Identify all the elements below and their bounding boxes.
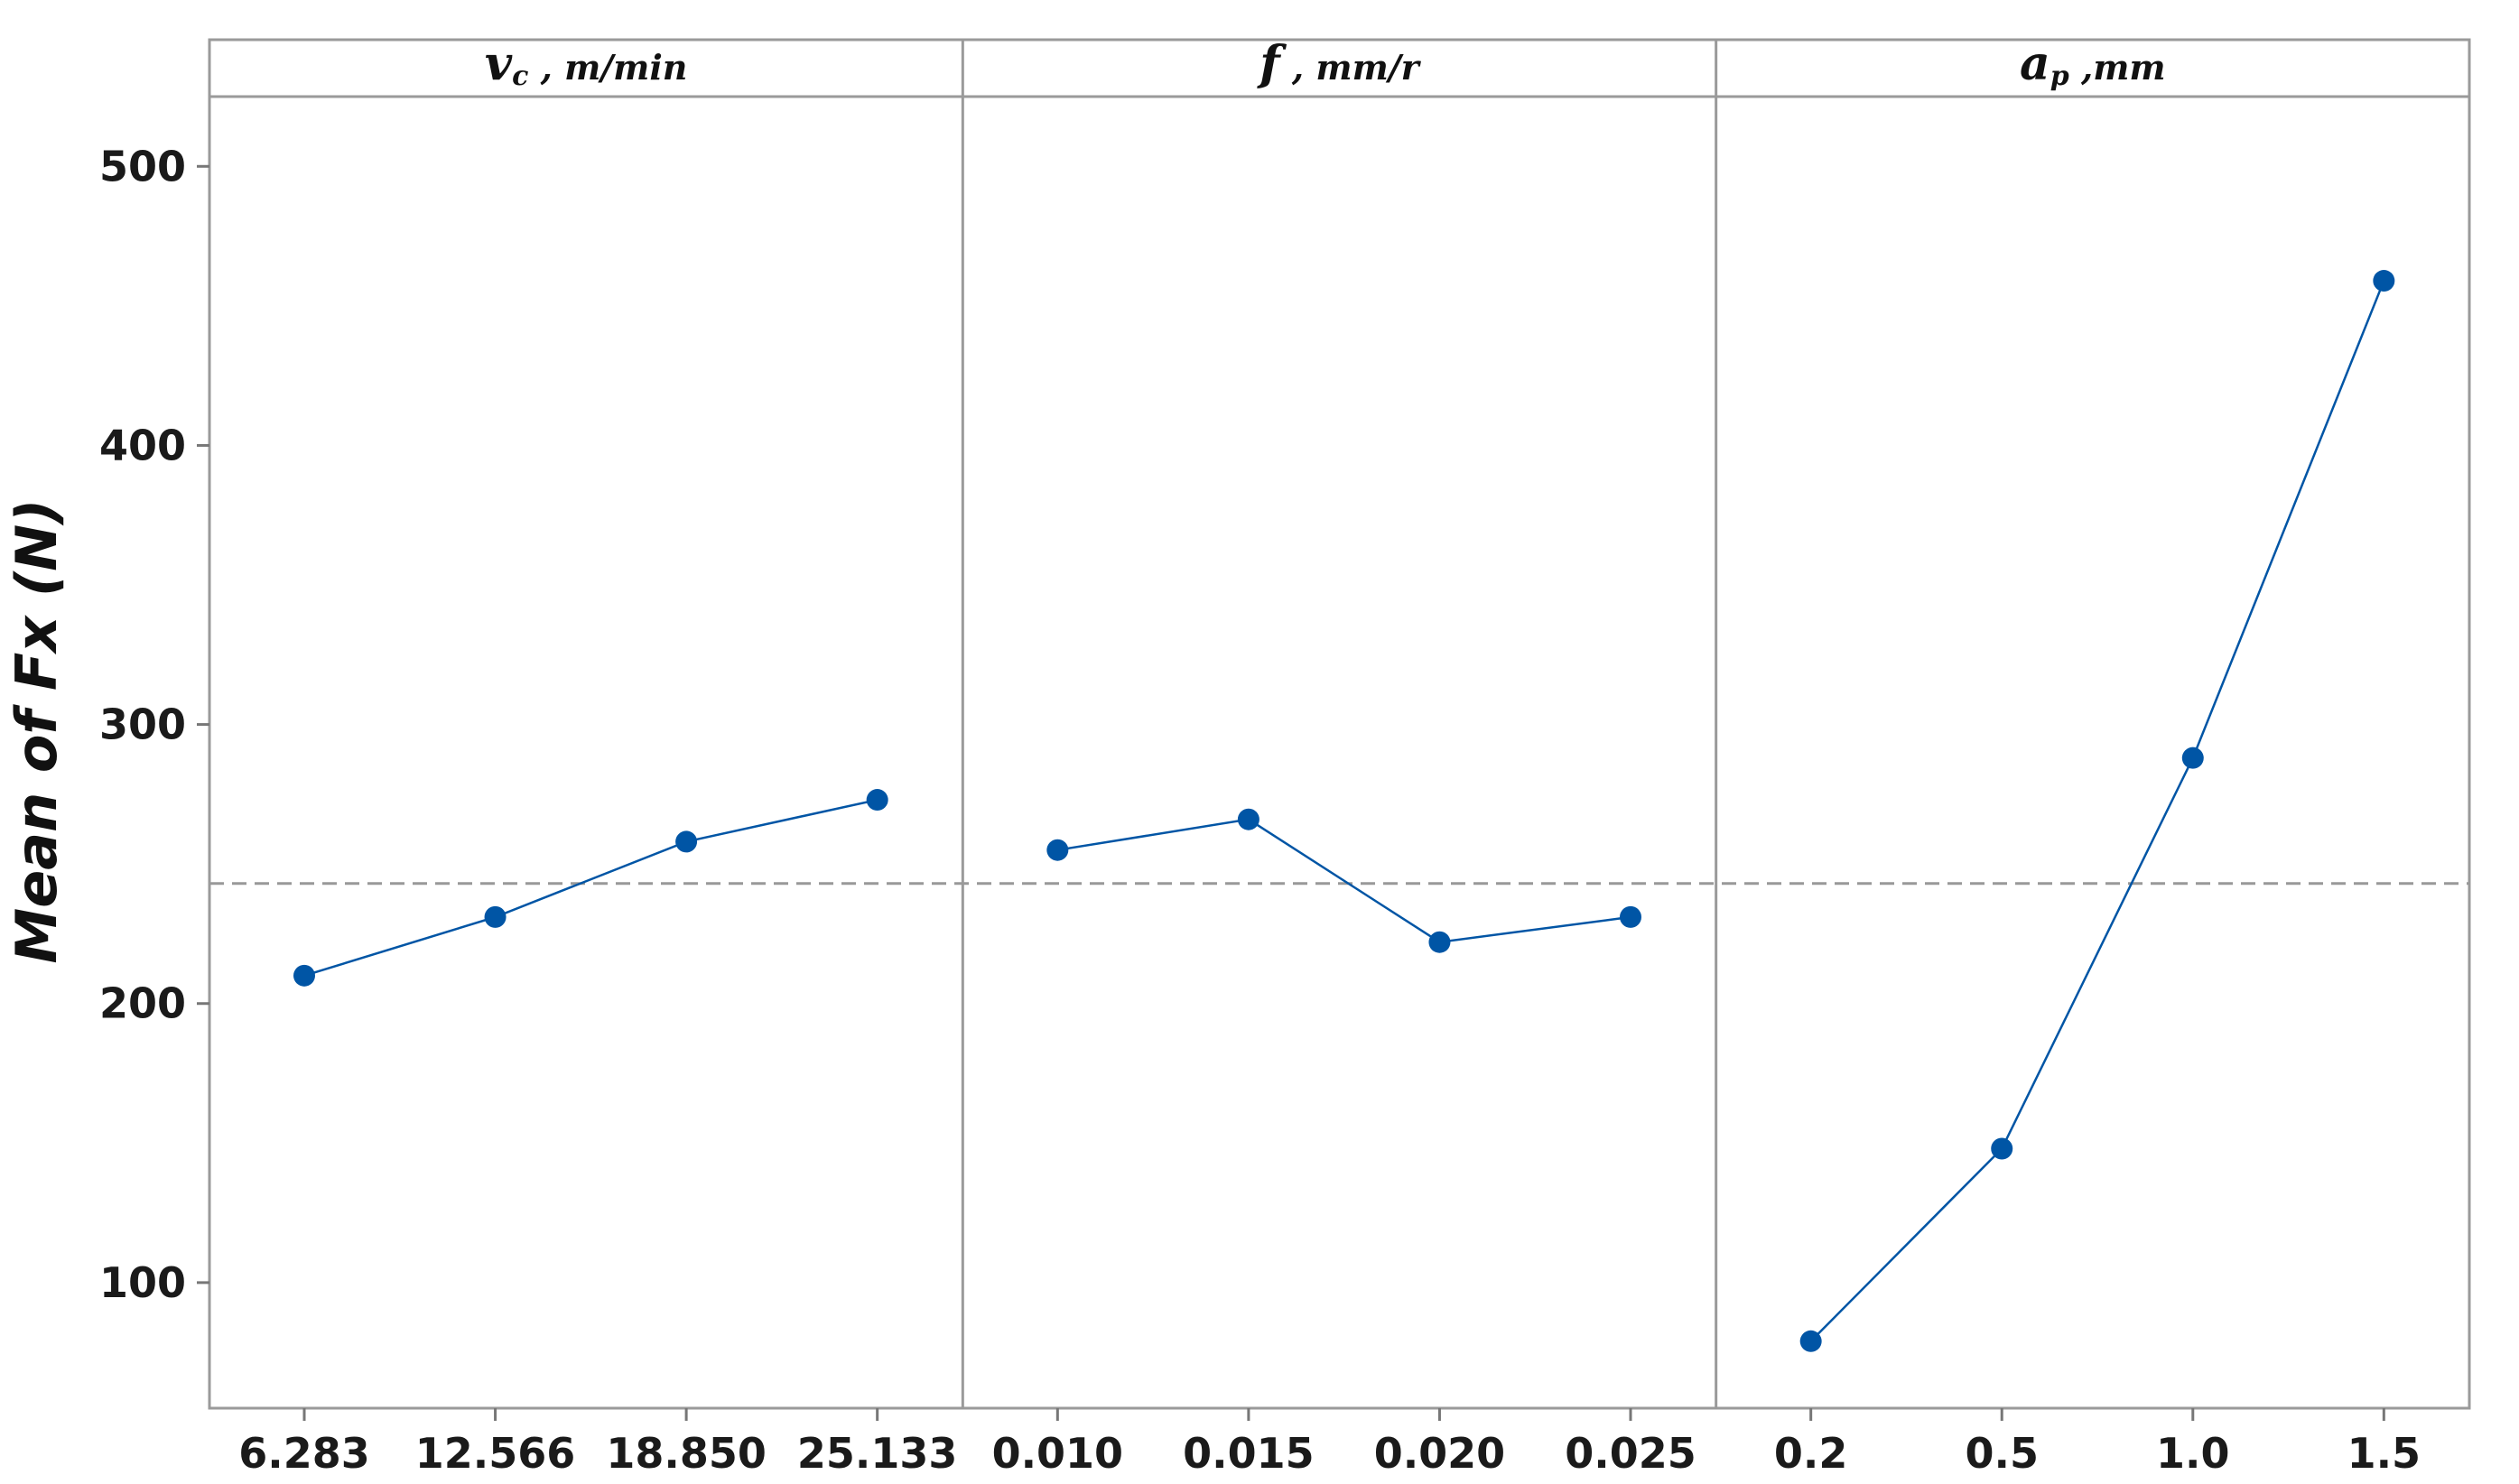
panel-title-units: ,mm	[2069, 47, 2166, 88]
x-tick-label: 0.025	[1565, 1429, 1696, 1478]
data-point	[1799, 1330, 1822, 1352]
data-point	[675, 830, 698, 853]
y-tick-label: 300	[99, 700, 186, 749]
series-line	[303, 798, 878, 978]
panel-title-subscript: p	[2050, 60, 2069, 92]
panel-title: ap ,mm	[2020, 36, 2166, 92]
x-tick-label: 25.133	[797, 1429, 958, 1478]
x-tick-label: 0.015	[1183, 1429, 1315, 1478]
panel-title-main: v	[485, 36, 513, 91]
data-point	[484, 905, 507, 928]
y-tick-label: 500	[99, 142, 186, 190]
panel-title-subscript: c	[512, 60, 528, 92]
y-tick-label: 200	[99, 979, 186, 1028]
data-point	[1428, 931, 1451, 953]
y-tick-label: 100	[99, 1258, 186, 1307]
x-tick-label: 18.850	[606, 1429, 767, 1478]
data-point	[1620, 905, 1642, 928]
data-point	[866, 789, 888, 812]
x-tick-label: 1.0	[2156, 1429, 2230, 1478]
data-point	[2373, 270, 2395, 292]
x-tick-label: 0.020	[1374, 1429, 1506, 1478]
plot-frame	[208, 38, 2471, 1410]
data-point	[1991, 1137, 2013, 1160]
x-tick-label: 12.566	[415, 1429, 576, 1478]
data-point	[293, 964, 315, 987]
data-point	[1046, 839, 1069, 861]
x-tick-label: 0.2	[1774, 1429, 1848, 1478]
x-tick-label: 0.5	[1965, 1429, 2039, 1478]
data-point	[1237, 808, 1260, 830]
y-axis-title: Mean of Fx (N)	[4, 499, 70, 964]
x-tick-label: 6.283	[238, 1429, 370, 1478]
series-line	[1809, 280, 2385, 1342]
series-line	[1057, 818, 1631, 944]
plot-area: 100 200 300 400 500 vc , m/min 6.283 12.566 18.8…	[99, 36, 2471, 1478]
x-tick-label: 0.010	[992, 1429, 1124, 1478]
data-point	[2181, 747, 2204, 769]
panel-title-units: , m/min	[528, 47, 687, 88]
panel-title-main: a	[2020, 36, 2050, 91]
panel-title-units: , mm/r	[1280, 47, 1422, 88]
x-tick-label: 1.5	[2347, 1429, 2421, 1478]
y-tick-label: 400	[99, 421, 186, 469]
panel-title: f , mm/r	[1256, 36, 1421, 91]
panel-title: vc , m/min	[485, 36, 688, 92]
